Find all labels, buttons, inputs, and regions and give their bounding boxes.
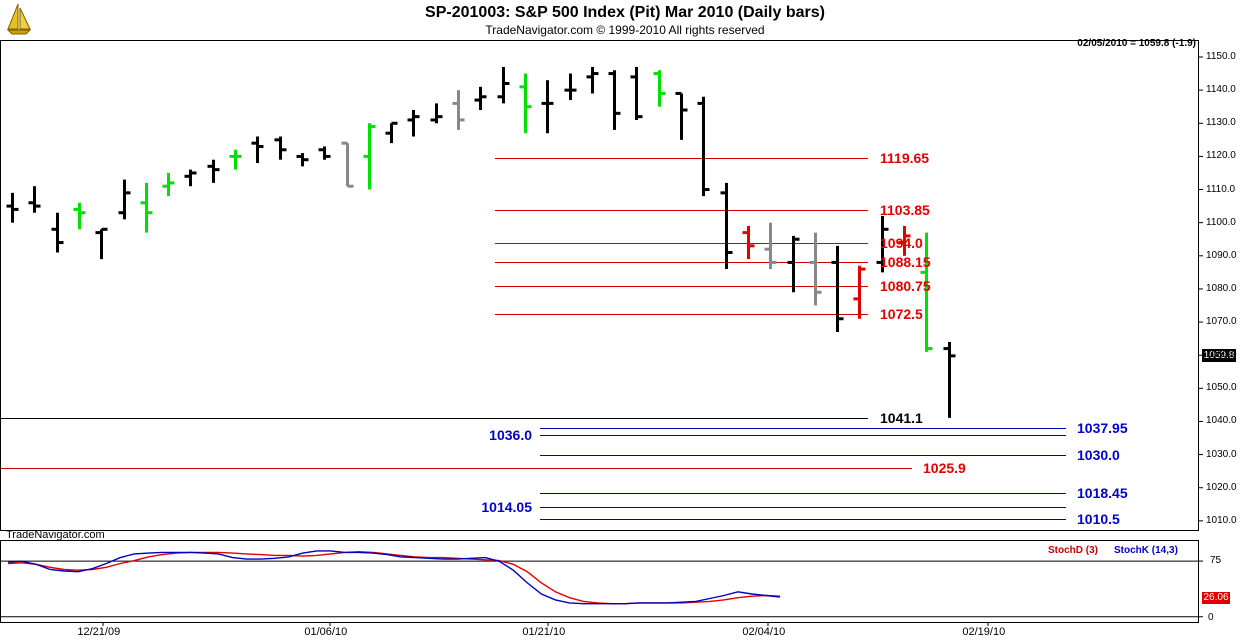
price-bar — [608, 70, 621, 130]
stochd-line — [7, 550, 781, 605]
price-bar — [764, 222, 777, 270]
price-tick-label: 1030.0 — [1206, 448, 1237, 460]
price-bar — [430, 103, 443, 124]
price-tick-label: 1110.0 — [1206, 183, 1236, 195]
price-tick-label: 1140.0 — [1206, 84, 1236, 96]
price-bar — [876, 216, 889, 273]
level-label: 1010.5 — [1077, 510, 1120, 527]
last-price-marker: 1059.8 — [1202, 349, 1236, 362]
price-bar — [251, 136, 264, 164]
price-bar — [787, 235, 800, 293]
price-bar — [385, 121, 398, 144]
level-label: 1025.9 — [923, 459, 966, 476]
price-bar — [742, 225, 755, 260]
price-bar — [653, 70, 666, 107]
logo-sail-right — [19, 7, 31, 30]
price-tick-label: 1020.0 — [1206, 481, 1237, 493]
price-tick-label: 1100.0 — [1206, 216, 1236, 228]
level-label: 1080.75 — [880, 277, 931, 294]
price-bar — [452, 90, 465, 130]
price-bar — [341, 141, 354, 188]
price-bar — [853, 265, 866, 319]
price-bar — [697, 96, 710, 197]
watermark: TradeNavigator.com — [6, 529, 105, 541]
price-bar — [630, 66, 643, 120]
level-label: 1018.45 — [1077, 484, 1128, 501]
price-bar — [140, 182, 153, 233]
logo-hull — [6, 29, 32, 35]
stoch-last-marker: 26.06 — [1202, 592, 1230, 604]
price-bar — [519, 73, 532, 134]
stochk-line — [7, 550, 781, 605]
level-label: 1014.05 — [481, 498, 532, 515]
stoch-tick-label: 75 — [1210, 554, 1222, 566]
price-bar — [95, 227, 108, 260]
price-bar — [407, 110, 420, 137]
level-label: 1094.0 — [880, 234, 923, 251]
price-bar — [28, 186, 41, 213]
price-tick-label: 1120.0 — [1206, 150, 1236, 162]
price-bar — [564, 73, 577, 101]
price-bar — [809, 232, 822, 306]
legend-stochk: StochK (14,3) — [1114, 545, 1178, 556]
price-tick-label: 1050.0 — [1206, 382, 1237, 394]
level-label: 1072.5 — [880, 305, 923, 322]
price-tick-label: 1080.0 — [1206, 282, 1237, 294]
logo-sail-left — [7, 3, 19, 30]
date-tick-label: 02/04/10 — [742, 626, 786, 638]
chart-title: SP-201003: S&P 500 Index (Pit) Mar 2010 … — [425, 4, 825, 21]
chart-subtitle: TradeNavigator.com © 1999-2010 All right… — [485, 23, 765, 37]
date-tick-label: 01/21/10 — [522, 626, 566, 638]
price-bar — [943, 341, 956, 418]
price-bar — [184, 169, 197, 187]
price-bar — [541, 80, 554, 134]
price-bar — [898, 225, 911, 256]
price-bar — [6, 192, 19, 223]
price-tick-label: 1040.0 — [1206, 415, 1237, 427]
price-bar — [474, 86, 487, 111]
price-bar — [229, 149, 242, 170]
price-bar — [51, 212, 64, 253]
price-bar — [296, 153, 309, 167]
price-bar — [73, 202, 86, 230]
level-label: 1119.65 — [880, 149, 930, 166]
level-label: 1030.0 — [1077, 446, 1120, 463]
level-label: 1036.0 — [489, 426, 532, 443]
level-label: 1041.1 — [880, 409, 923, 426]
date-tick-label: 12/21/09 — [77, 626, 121, 638]
price-bar — [274, 136, 287, 160]
price-bar — [118, 179, 131, 220]
price-bar — [831, 245, 844, 333]
price-bar — [162, 172, 175, 197]
level-label: 1103.85 — [880, 201, 930, 218]
price-tick-label: 1070.0 — [1206, 316, 1237, 328]
main-panel-border — [0, 40, 1199, 531]
level-label: 1088.15 — [880, 253, 931, 270]
price-bar — [720, 182, 733, 270]
stoch-panel-border — [0, 540, 1199, 623]
level-label: 1037.95 — [1077, 419, 1128, 436]
date-tick-label: 01/06/10 — [304, 626, 348, 638]
price-bar — [497, 66, 510, 104]
price-bar — [207, 159, 220, 183]
sailboat-logo-icon — [6, 3, 32, 35]
price-bar — [586, 66, 599, 94]
price-tick-label: 1130.0 — [1206, 117, 1236, 129]
last-quote: 02/05/2010 = 1059.8 (-1.9) — [1077, 38, 1196, 49]
price-tick-label: 1150.0 — [1206, 51, 1236, 62]
price-tick-label: 1060.0 — [1206, 349, 1237, 361]
price-tick-label: 1090.0 — [1206, 249, 1237, 261]
price-bar — [363, 123, 376, 190]
date-tick-label: 02/19/10 — [962, 626, 1006, 638]
price-bar — [920, 232, 933, 352]
price-bar — [318, 146, 331, 160]
price-bar — [675, 91, 688, 140]
price-tick-label: 1010.0 — [1206, 514, 1237, 526]
legend-stochd: StochD (3) — [1048, 545, 1098, 556]
stoch-tick-label: 0 — [1208, 612, 1214, 624]
